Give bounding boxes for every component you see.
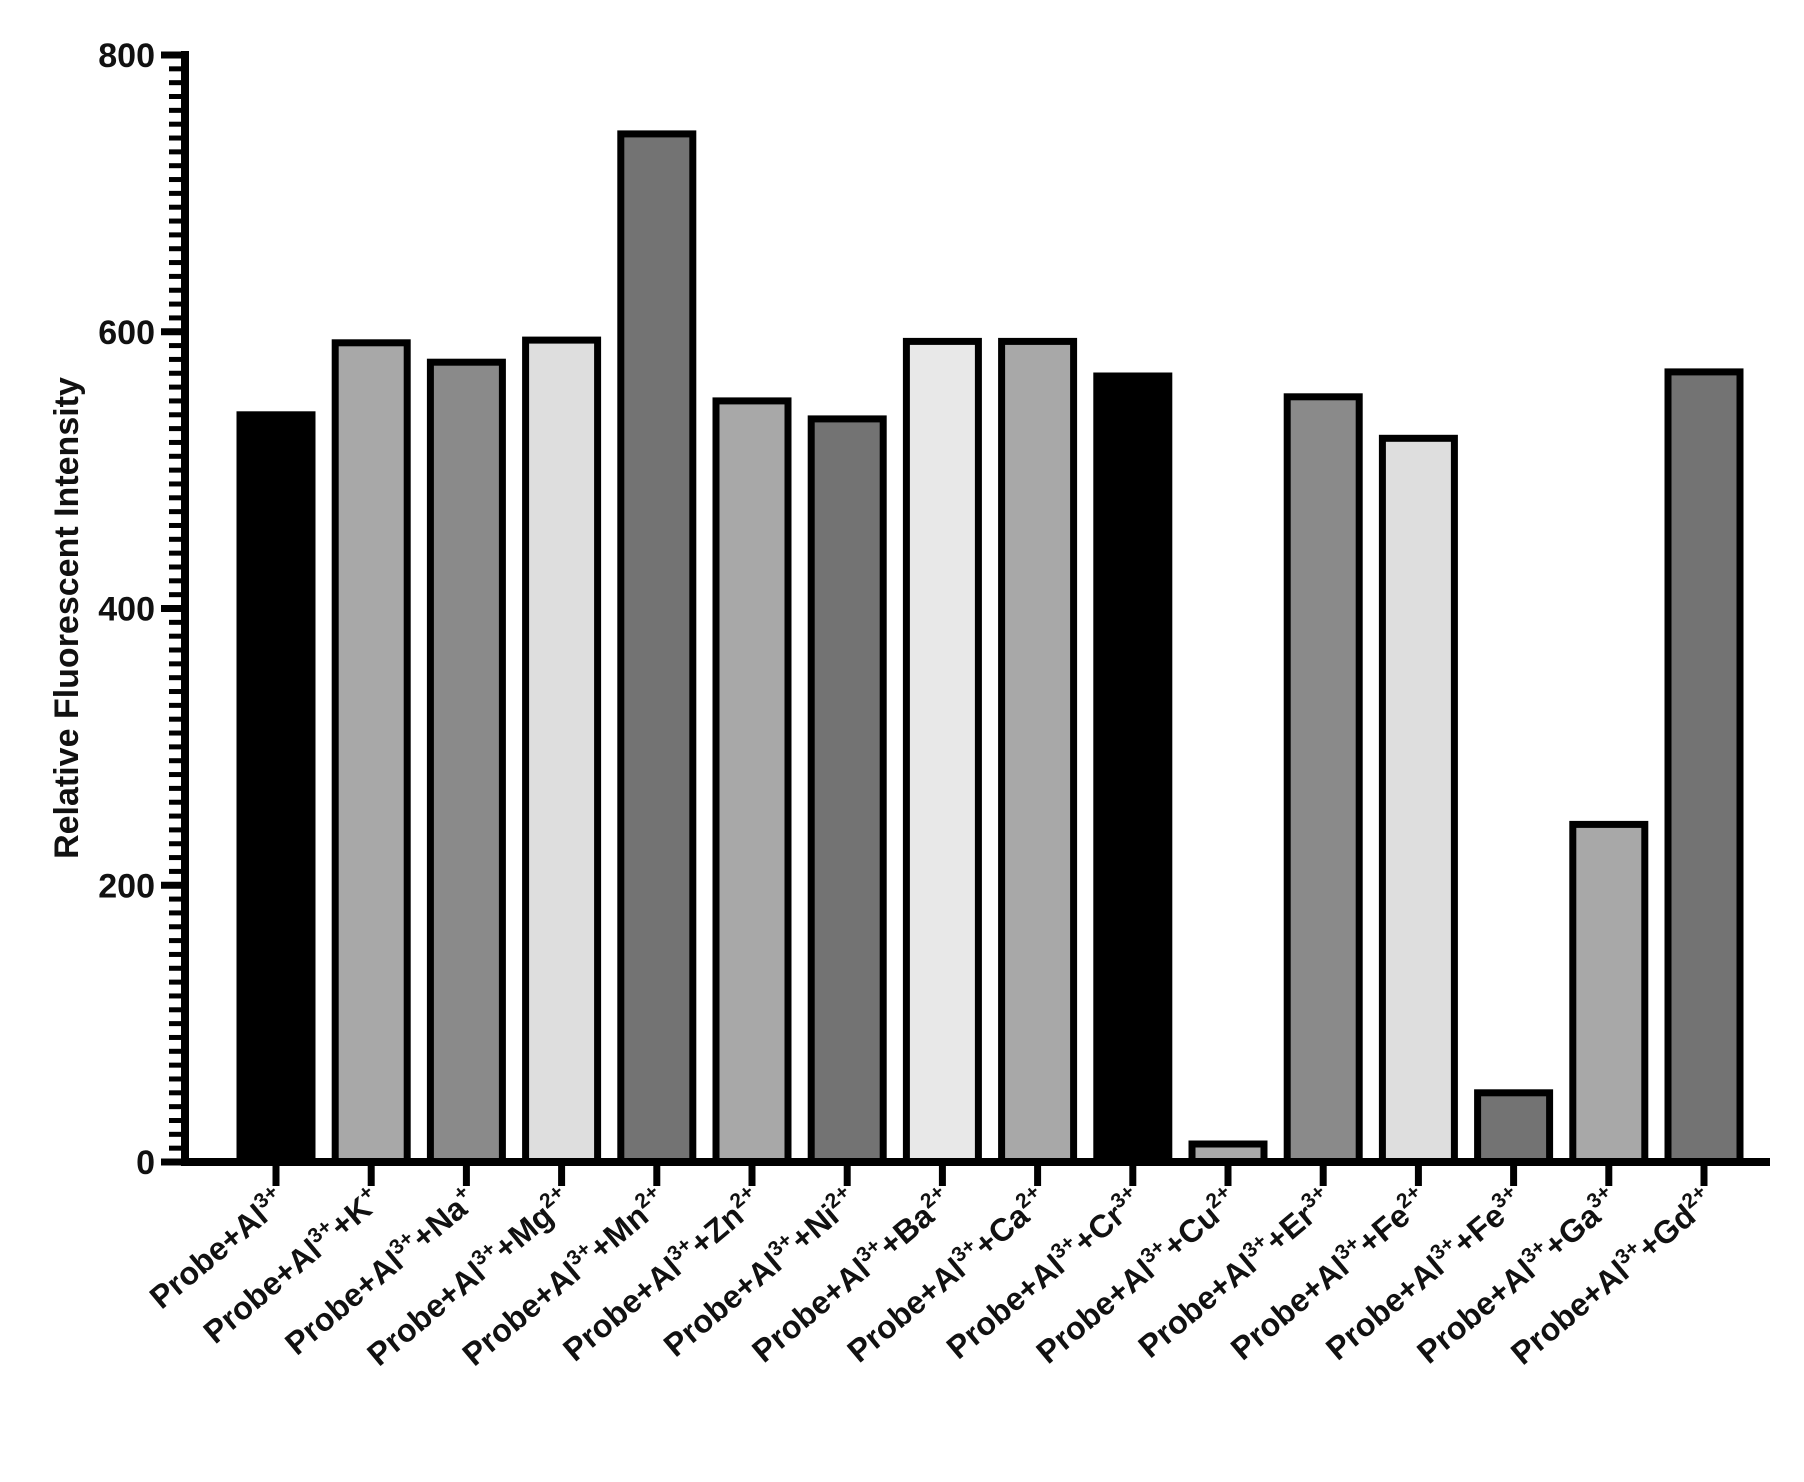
y-tick-label: 200	[98, 867, 155, 905]
bar-12	[1283, 393, 1363, 1166]
bar-16	[1664, 368, 1744, 1166]
bar-13	[1378, 434, 1458, 1166]
y-tick-label: 400	[98, 591, 155, 629]
bar-9	[998, 337, 1078, 1166]
bar-10	[1093, 372, 1173, 1166]
bar-2	[331, 339, 411, 1166]
bar-4	[522, 336, 602, 1166]
bar-1	[236, 411, 316, 1166]
bar-15	[1569, 820, 1649, 1166]
bar-5	[617, 130, 697, 1166]
bar-14	[1474, 1089, 1554, 1166]
y-tick-label: 800	[98, 37, 155, 75]
y-tick-label: 0	[136, 1144, 155, 1182]
bar-3	[426, 358, 506, 1166]
y-tick-label: 600	[98, 314, 155, 352]
bar-7	[807, 415, 887, 1166]
bar-8	[902, 337, 982, 1166]
axis-layer	[161, 51, 1770, 1186]
y-axis-label: Relative Fluorescent Intensity	[48, 377, 86, 859]
bar-6	[712, 397, 792, 1166]
bars-layer	[236, 130, 1744, 1166]
